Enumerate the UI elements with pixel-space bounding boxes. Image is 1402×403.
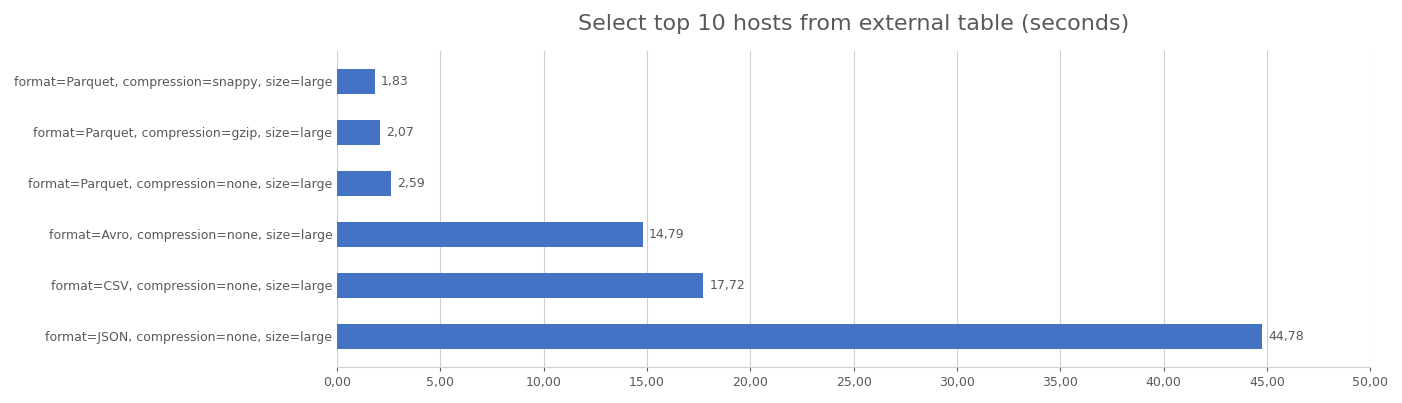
Title: Select top 10 hosts from external table (seconds): Select top 10 hosts from external table … xyxy=(578,14,1129,34)
Bar xyxy=(336,120,380,145)
Bar xyxy=(336,222,642,247)
Bar xyxy=(336,324,1262,349)
Bar xyxy=(336,170,391,196)
Text: 2,59: 2,59 xyxy=(397,177,425,190)
Text: 14,79: 14,79 xyxy=(649,228,684,241)
Text: 2,07: 2,07 xyxy=(386,126,414,139)
Bar xyxy=(336,69,374,94)
Text: 1,83: 1,83 xyxy=(381,75,409,88)
Text: 44,78: 44,78 xyxy=(1269,330,1304,343)
Text: 17,72: 17,72 xyxy=(709,279,746,292)
Bar xyxy=(336,273,704,298)
